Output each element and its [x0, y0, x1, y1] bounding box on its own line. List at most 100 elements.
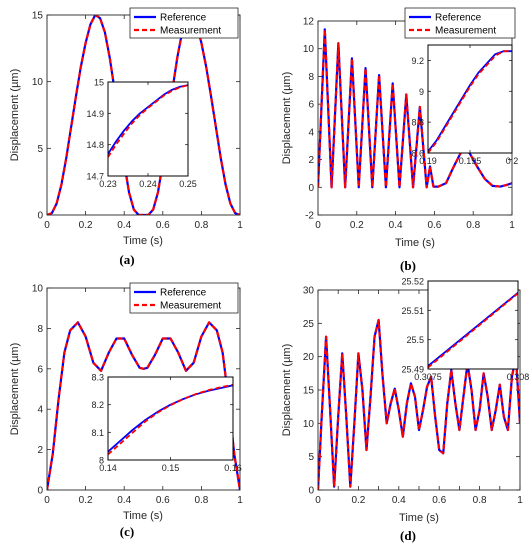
panel-c-caption: (c) — [120, 524, 134, 539]
panel-d-inset-xtick-label: 0.3075 — [414, 372, 442, 382]
panel-b-ytick-label: -2 — [305, 211, 314, 222]
panel-b-ylabel: Displacement (µm) — [281, 72, 293, 165]
panel-c-inset-xtick-label: 0.16 — [224, 463, 242, 473]
panel-d-ytick-label: 0 — [308, 486, 314, 497]
panel-a-xlabel: Time (s) — [123, 235, 163, 247]
panel-c-inset-series-measurement — [108, 383, 233, 456]
panel-d-ytick-label: 10 — [303, 419, 315, 430]
panel-a-inset-ytick-label: 14.7 — [86, 172, 104, 182]
panel-d-inset-ytick-label: 25.52 — [401, 277, 424, 287]
panel-b-ytick-label: 12 — [303, 17, 315, 28]
panel-c-series-measurement — [47, 321, 240, 490]
panel-b-caption: (b) — [400, 258, 416, 273]
panel-c-ytick-label: 4 — [37, 405, 43, 416]
panel-a-inset: 0.23 0.24 0.25 14.7 14.8 14.9 15 — [86, 78, 196, 190]
panel-b-inset-ytick-label: 8.6 — [411, 149, 424, 159]
panel-c-ytick-label: 6 — [37, 364, 43, 375]
legend-label-measurement: Measurement — [160, 301, 221, 312]
panel-c-ylabel: Displacement (µm) — [9, 343, 21, 436]
panel-b-ytick-label: 2 — [308, 155, 314, 166]
panel-d-caption: (d) — [400, 528, 416, 543]
panel-d-xtick-label: 0.4 — [392, 495, 406, 506]
panel-c-inset-ytick-label: 8.2 — [91, 400, 104, 410]
legend-label-reference: Reference — [435, 13, 482, 24]
panel-d-ytick-label: 20 — [303, 352, 315, 363]
panel-b-xtick-label: 0.8 — [466, 220, 480, 231]
panel-a-series-measurement — [47, 15, 240, 215]
panel-c-ytick-label: 0 — [37, 486, 43, 497]
panel-a-inset-ytick-label: 15 — [94, 78, 104, 88]
panel-a-ytick-label: 10 — [32, 77, 44, 88]
panel-a-inset-ytick-label: 14.8 — [86, 140, 104, 150]
panel-a-legend-box — [129, 7, 239, 39]
panel-a-inset-plot-area — [108, 82, 188, 176]
panel-d-frame — [317, 289, 521, 491]
panel-b-xtick-label: 0.2 — [350, 220, 364, 231]
panel-b-inset-ytick-label: 9.2 — [411, 56, 424, 66]
panel-a-inset-xtick-label: 0.25 — [179, 179, 197, 189]
panel-b-xtick-label: 0.6 — [427, 220, 441, 231]
panel-b-ytick-label: 4 — [308, 127, 314, 138]
panel-b-xtick-label: 1 — [509, 220, 515, 231]
panel-b-xlabel: Time (s) — [395, 237, 435, 249]
panel-d-inset-ytick-label: 25.49 — [401, 365, 424, 375]
panel-b-xtick-label: 0.4 — [389, 220, 403, 231]
panel-b-xtick-label: 0 — [315, 220, 321, 231]
panel-a-xtick-label: 0 — [44, 220, 50, 231]
panel-b-ytick-label: 8 — [308, 72, 314, 83]
panel-d-inset-xtick-label: 0.308 — [507, 372, 530, 382]
panel-d-xtick-label: 1 — [517, 495, 523, 506]
panel-d-ylabel: Displacement (µm) — [281, 344, 293, 437]
panel-a-xtick-label: 0.4 — [117, 220, 131, 231]
panel-d-inset-series-measurement — [428, 292, 518, 369]
panel-d-xtick-label: 0.2 — [351, 495, 365, 506]
panel-b-series-measurement — [318, 28, 512, 189]
panel-a-ytick-label: 5 — [37, 144, 43, 155]
panel-c-inset-xtick-label: 0.15 — [162, 463, 180, 473]
panel-d-ytick-label: 25 — [303, 319, 315, 330]
panel-b-inset-frame — [427, 44, 513, 154]
panel-b-legend-box — [404, 7, 516, 39]
panel-b-ytick-label: 10 — [303, 44, 315, 55]
panel-b-inset-ytick-label: 8.8 — [411, 118, 424, 128]
panel-d-series-measurement — [318, 318, 520, 490]
panel-a-xtick-label: 1 — [237, 220, 243, 231]
panel-c-legend-box — [129, 282, 239, 314]
panel-c-inset-ytick-label: 8.3 — [91, 373, 104, 383]
panel-c-xtick-label: 0.8 — [194, 495, 208, 506]
panel-d-xtick-label: 0 — [315, 495, 321, 506]
panel-b-inset-xtick-label: 0.2 — [506, 156, 519, 166]
panel-c-xlabel: Time (s) — [123, 510, 163, 522]
panel-d-inset-ytick-label: 25.51 — [401, 306, 424, 316]
panel-a-xtick-label: 0.6 — [156, 220, 170, 231]
panel-b-inset-series-measurement — [428, 50, 512, 153]
panel-a-inset-ytick-label: 14.9 — [86, 109, 104, 119]
legend-label-reference: Reference — [160, 13, 207, 24]
panel-a-caption: (a) — [119, 252, 134, 267]
panel-c-legend: Reference Measurement — [129, 282, 239, 314]
panel-c-xtick-label: 0.4 — [117, 495, 131, 506]
panel-c-inset-xtick-label: 0.14 — [99, 463, 117, 473]
legend-label-reference: Reference — [160, 288, 207, 299]
panel-c-xtick-label: 0.6 — [156, 495, 170, 506]
panel-c-xtick-label: 1 — [237, 495, 243, 506]
panel-c-inset-ytick-label: 8 — [99, 456, 104, 466]
panel-d-xlabel: Time (s) — [399, 512, 439, 524]
panel-c-ytick-label: 2 — [37, 445, 43, 456]
panel-b-inset-ytick-label: 9 — [419, 87, 424, 97]
panel-b-ytick-label: 6 — [308, 100, 314, 111]
panel-a-xtick-label: 0.8 — [194, 220, 208, 231]
panel-b-inset-xtick-label: 0.19 — [419, 156, 437, 166]
panel-d-inset-ytick-label: 25.5 — [406, 335, 424, 345]
panel-b-ytick-label: 0 — [308, 183, 314, 194]
panel-c-inset-plot-area — [108, 377, 233, 460]
panel-a-inset-xtick-label: 0.24 — [139, 179, 157, 189]
panel-a-ylabel: Displacement (µm) — [9, 69, 21, 162]
panel-a-inset-series-measurement — [108, 84, 188, 158]
panel-a-inset-frame — [107, 81, 189, 177]
panel-a-inset-xtick-label: 0.23 — [99, 179, 117, 189]
panel-c-ytick-label: 10 — [32, 284, 44, 295]
panel-d-ytick-label: 5 — [308, 452, 314, 463]
